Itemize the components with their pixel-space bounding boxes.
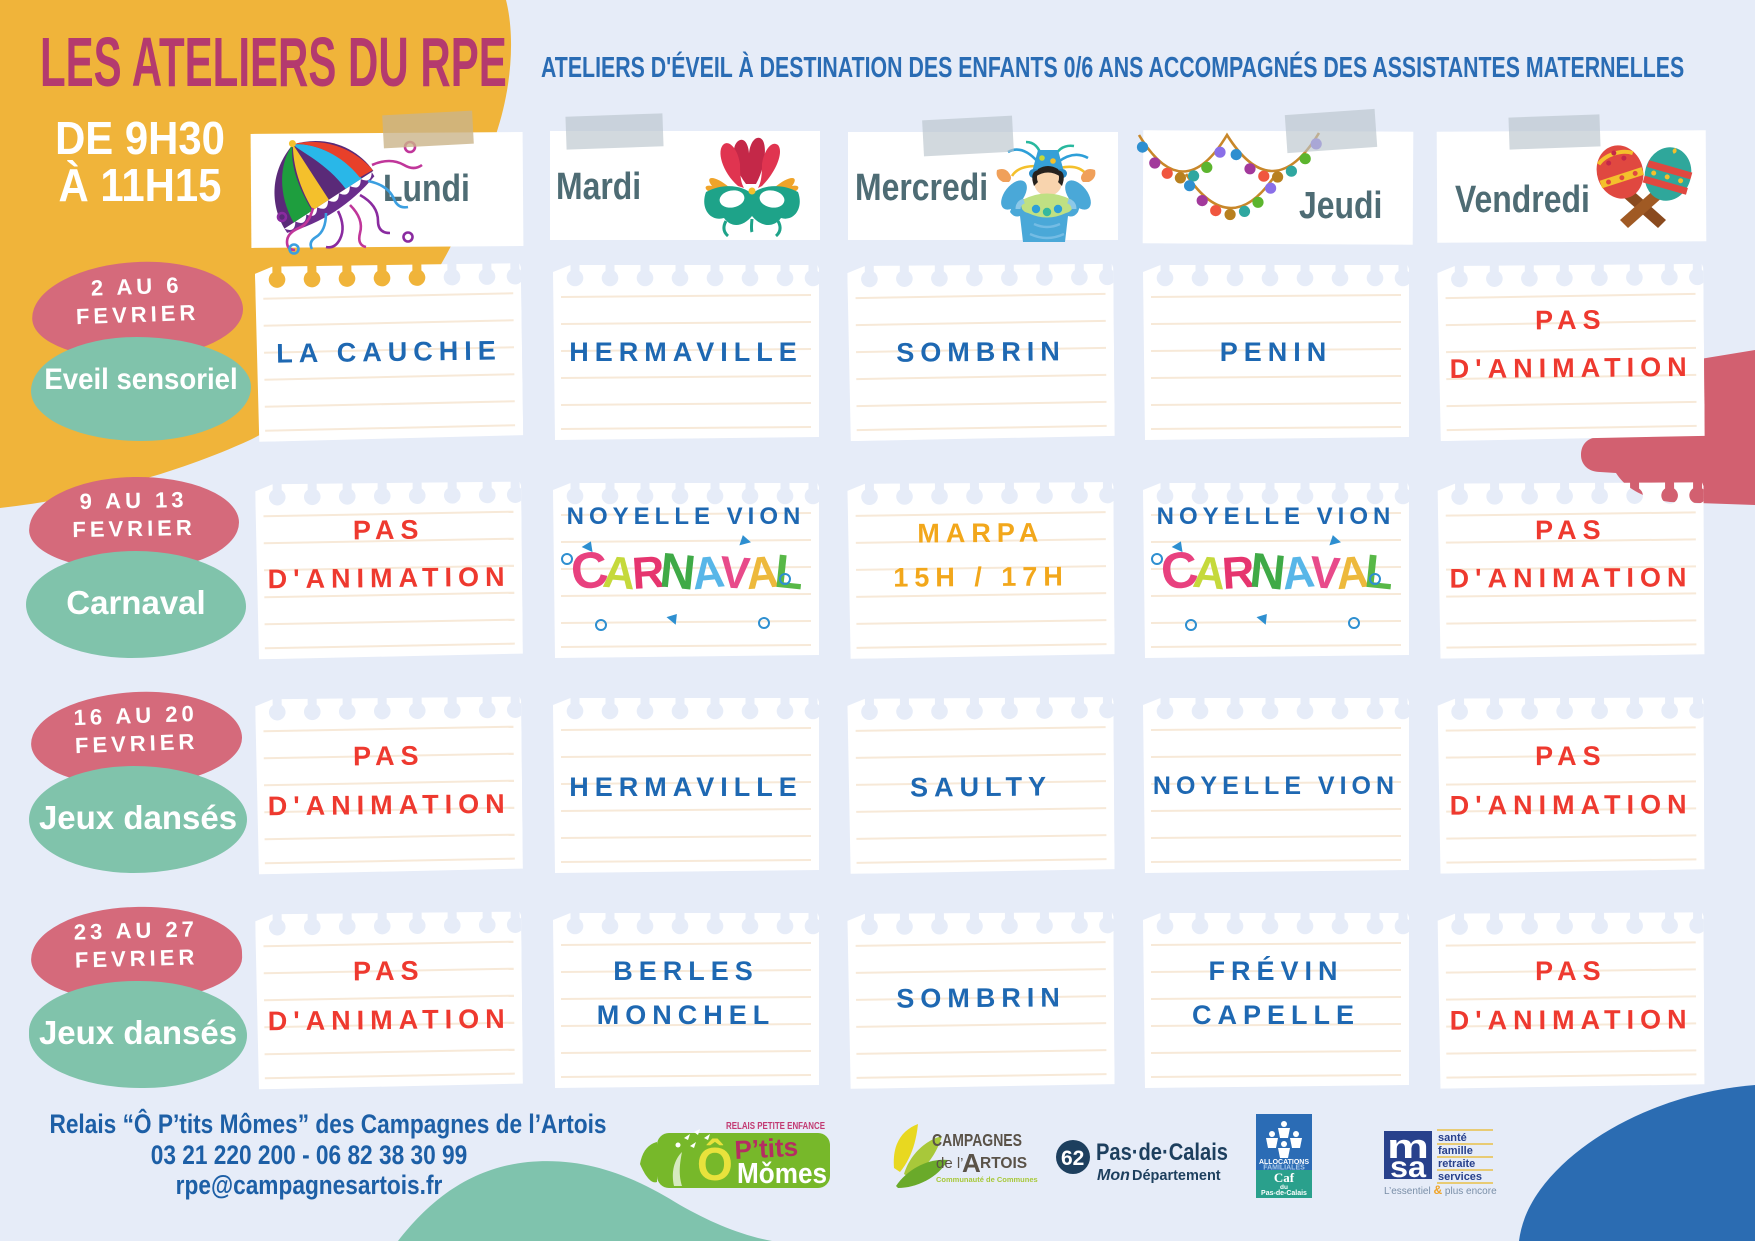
svg-text:Mon: Mon [1097, 1167, 1130, 1184]
svg-text:RELAIS PETITE ENFANCE: RELAIS PETITE ENFANCE [726, 1121, 825, 1132]
svg-text:Pas-de-Calais: Pas-de-Calais [1261, 1190, 1307, 1197]
svg-text:FAMILIALES: FAMILIALES [1263, 1165, 1305, 1172]
svg-text:services: services [1438, 1171, 1482, 1183]
svg-text:62: 62 [1061, 1147, 1084, 1170]
svg-text:du: du [1280, 1184, 1288, 1191]
svg-text:RTOIS: RTOIS [980, 1155, 1027, 1172]
svg-text:Caf: Caf [1274, 1170, 1295, 1185]
svg-text:santé: santé [1438, 1132, 1467, 1144]
svg-text:Communauté de Communes: Communauté de Communes [936, 1175, 1038, 1184]
svg-text:P’tits: P’tits [734, 1132, 799, 1165]
svg-text:Département: Département [1132, 1168, 1221, 1184]
svg-text:retraite: retraite [1438, 1158, 1475, 1170]
svg-text:L’essentiel & plus encore: L’essentiel & plus encore [1384, 1183, 1497, 1197]
svg-text:sa: sa [1390, 1151, 1426, 1184]
svg-text:famille: famille [1438, 1145, 1473, 1157]
svg-text:A: A [962, 1148, 981, 1178]
svg-text:de l’: de l’ [936, 1155, 964, 1172]
svg-text:CAMPAGNES: CAMPAGNES [932, 1130, 1022, 1150]
svg-text:Ô: Ô [697, 1138, 733, 1190]
svg-text:ALLOCATIONS: ALLOCATIONS [1259, 1159, 1309, 1166]
svg-text:m: m [1387, 1128, 1429, 1166]
svg-text:Mǒmes: Mǒmes [737, 1158, 827, 1190]
svg-text:Pas·de·Calais: Pas·de·Calais [1096, 1139, 1228, 1166]
